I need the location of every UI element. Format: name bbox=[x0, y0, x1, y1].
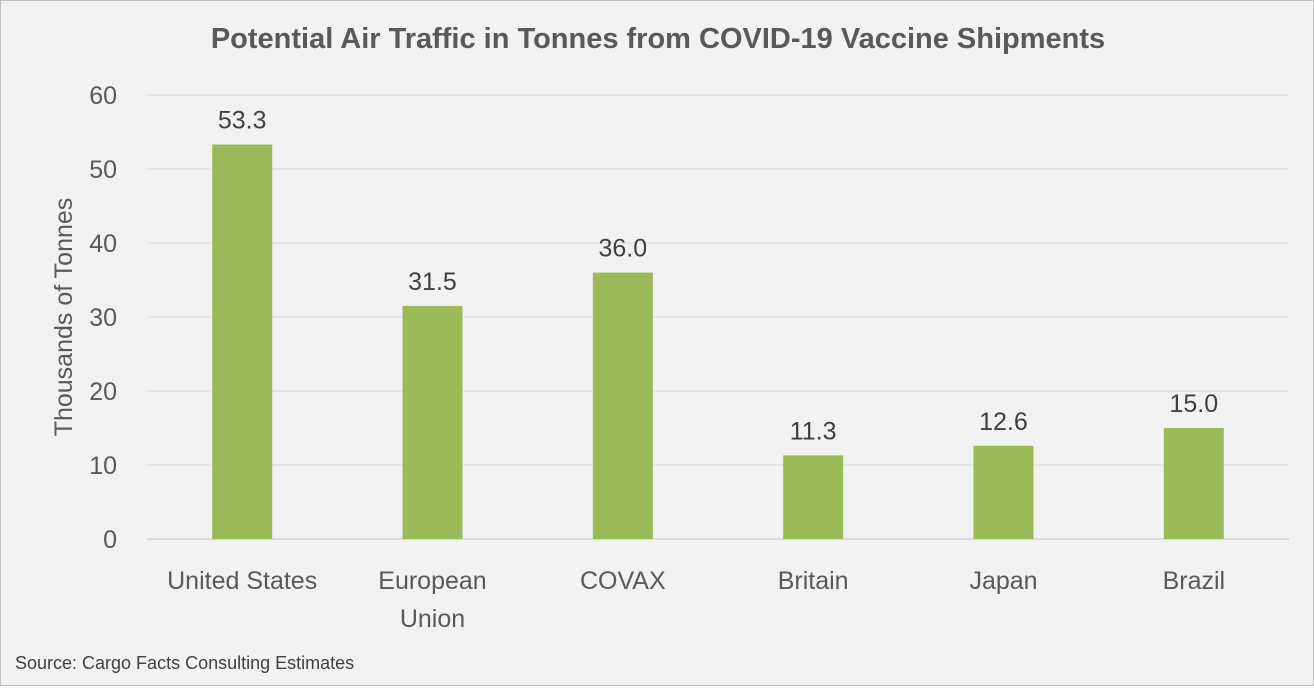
x-tick-label: United States bbox=[167, 567, 317, 595]
bar bbox=[783, 455, 844, 539]
bar bbox=[592, 272, 653, 539]
x-tick-label: Britain bbox=[778, 567, 849, 595]
y-tick-label: 60 bbox=[89, 82, 117, 110]
bar bbox=[212, 144, 273, 539]
y-tick-label: 30 bbox=[89, 304, 117, 332]
chart-title: Potential Air Traffic in Tonnes from COV… bbox=[210, 23, 1106, 55]
bars bbox=[212, 144, 1224, 539]
bar bbox=[1163, 428, 1224, 539]
value-labels: 53.3 31.5 36.0 11.3 12.6 15.0 bbox=[218, 107, 1218, 446]
y-axis-label: Thousands of Tonnes bbox=[50, 198, 78, 437]
bar bbox=[973, 445, 1034, 539]
x-tick-label: Japan bbox=[969, 567, 1037, 595]
data-label: 53.3 bbox=[218, 107, 267, 135]
y-tick-label: 20 bbox=[89, 378, 117, 406]
data-label: 31.5 bbox=[408, 268, 457, 296]
y-tick-label: 0 bbox=[103, 526, 117, 554]
data-label: 12.6 bbox=[979, 408, 1028, 436]
x-tick-label: European Union bbox=[378, 567, 486, 633]
data-label: 15.0 bbox=[1169, 390, 1218, 418]
x-axis-ticks: United States European Union COVAX Britain Ja… bbox=[167, 567, 1225, 633]
y-axis-ticks: 0 10 20 30 40 50 60 bbox=[89, 82, 117, 554]
y-tick-label: 50 bbox=[89, 156, 117, 184]
data-label: 36.0 bbox=[598, 235, 647, 263]
y-tick-label: 40 bbox=[89, 230, 117, 258]
gridlines bbox=[147, 94, 1289, 540]
data-label: 11.3 bbox=[790, 417, 837, 445]
x-tick-label: Brazil bbox=[1163, 567, 1226, 595]
bar bbox=[402, 305, 463, 539]
x-tick-label: COVAX bbox=[580, 567, 666, 595]
y-tick-label: 10 bbox=[89, 452, 117, 480]
source-note: Source: Cargo Facts Consulting Estimates bbox=[15, 653, 355, 673]
